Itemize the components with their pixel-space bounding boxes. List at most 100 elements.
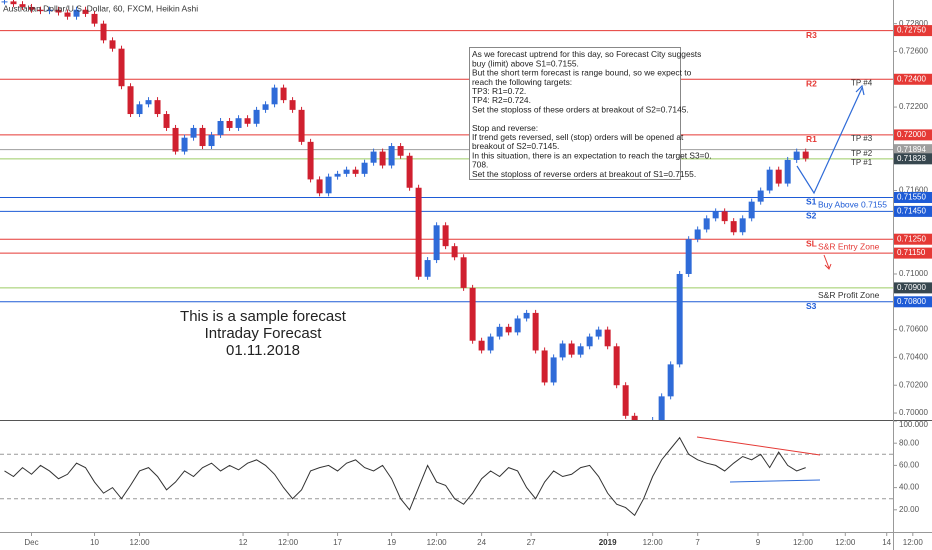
candle-body — [172, 127, 179, 152]
candle-body — [442, 225, 449, 247]
level-label-box — [894, 144, 932, 156]
candle-body — [397, 146, 404, 156]
candle-body — [406, 155, 413, 188]
candle-body — [73, 9, 80, 17]
level-tag: R2 — [806, 79, 817, 89]
box-line: TP3: R1=0.72. — [472, 86, 526, 96]
candle-body — [280, 87, 287, 101]
rsi-line — [4, 436, 806, 517]
x-tick-label: 10 — [90, 538, 99, 547]
candle-body — [658, 396, 665, 420]
level-note: S&R Entry Zone — [818, 241, 880, 251]
target-label: TP #1 — [851, 158, 873, 167]
caption-line: Intraday Forecast — [205, 325, 323, 342]
level-label-box — [894, 153, 932, 165]
candle-body — [667, 364, 674, 397]
box-line: 708. — [472, 160, 488, 170]
y-tick-label: 0.70200 — [899, 380, 928, 389]
box-line: Set the stoploss of these orders at brea… — [472, 104, 689, 114]
x-tick-label: 19 — [387, 538, 396, 547]
candle-body — [154, 100, 161, 115]
rsi-y-tick-label: 100.000 — [899, 420, 928, 429]
candle-body — [163, 114, 170, 128]
box-line: If trend gets reversed, sell (stop) orde… — [472, 132, 684, 142]
candle-body — [190, 127, 197, 138]
candle-body — [325, 176, 332, 194]
candle-body — [235, 118, 242, 128]
level-label: 0.70800 — [897, 297, 926, 306]
candle-body — [460, 257, 467, 288]
box-line: reach the following targets: — [472, 77, 572, 87]
level-label-box — [894, 247, 932, 259]
candle-body — [19, 4, 26, 7]
candle-body — [478, 340, 485, 351]
y-tick-label: 0.70600 — [899, 325, 928, 334]
target-label: TP #2 — [851, 149, 873, 158]
level-label-box — [894, 205, 932, 217]
candle-body — [604, 329, 611, 347]
rsi-y-tick-label: 20.00 — [899, 505, 920, 514]
level-note: S&R Profit Zone — [818, 290, 880, 300]
candle-body — [748, 201, 755, 219]
candle-body — [379, 151, 386, 166]
rsi-y-tick-label: 40.00 — [899, 483, 920, 492]
candle-body — [334, 173, 341, 177]
x-tick-label: 17 — [333, 538, 342, 547]
candle-body — [109, 40, 116, 49]
level-tag: S3 — [806, 301, 817, 311]
x-tick-label: 9 — [756, 538, 761, 547]
box-line: In this situation, there is an expectati… — [472, 150, 712, 160]
x-tick-label: 7 — [695, 538, 700, 547]
candle-body — [352, 169, 359, 174]
candle-body — [253, 109, 260, 124]
candle-body — [100, 23, 107, 41]
level-label: 0.70900 — [897, 283, 926, 292]
rsi-trendline — [729, 479, 821, 483]
rsi-pane — [0, 436, 893, 517]
x-tick-label: 12 — [239, 538, 248, 547]
box-line: But the short term forecast is range bou… — [472, 68, 692, 78]
candle-body — [82, 9, 89, 14]
candle-body — [496, 326, 503, 337]
level-label-box — [894, 129, 932, 141]
candle-body — [586, 336, 593, 347]
x-tick-label: 12:00 — [643, 538, 664, 547]
candle-body — [676, 273, 683, 365]
level-label: 0.72750 — [897, 26, 926, 35]
candle-body — [289, 100, 296, 110]
y-tick-label: 0.72200 — [899, 102, 928, 111]
x-tick-label: 24 — [477, 538, 486, 547]
candle-body — [28, 6, 35, 10]
level-label-box — [894, 191, 932, 203]
forecast-box: As we forecast uptrend for this day, so … — [469, 47, 712, 180]
level-label: 0.72000 — [897, 130, 926, 139]
candle-body — [739, 218, 746, 233]
candle-body — [343, 169, 350, 174]
candle-body — [757, 190, 764, 202]
candle-body — [145, 100, 152, 105]
candle-body — [424, 260, 431, 277]
rsi-trendline — [696, 436, 821, 456]
box-line: Stop and reverse: — [472, 123, 538, 133]
box-line: TP4: R2=0.724. — [472, 95, 531, 105]
target-label: TP #3 — [851, 134, 873, 143]
candle-body — [793, 151, 800, 160]
candle-body — [730, 221, 737, 233]
level-label: 0.71550 — [897, 193, 926, 202]
candle-body — [370, 151, 377, 163]
level-tag: R1 — [806, 134, 817, 144]
x-tick-label: 12:00 — [903, 538, 924, 547]
level-label-box — [894, 282, 932, 294]
x-tick-label: 2019 — [599, 538, 617, 547]
level-tag: SL — [806, 238, 817, 248]
candle-body — [505, 326, 512, 333]
candle-body — [703, 218, 710, 230]
candle-body — [451, 246, 458, 258]
caption-line: This is a sample forecast — [180, 308, 347, 325]
candle-body — [415, 187, 422, 277]
level-label: 0.71450 — [897, 207, 926, 216]
candle-body — [469, 287, 476, 341]
x-tick-label: Dec — [24, 538, 38, 547]
candle-body — [37, 9, 44, 12]
candle-body — [244, 118, 251, 124]
